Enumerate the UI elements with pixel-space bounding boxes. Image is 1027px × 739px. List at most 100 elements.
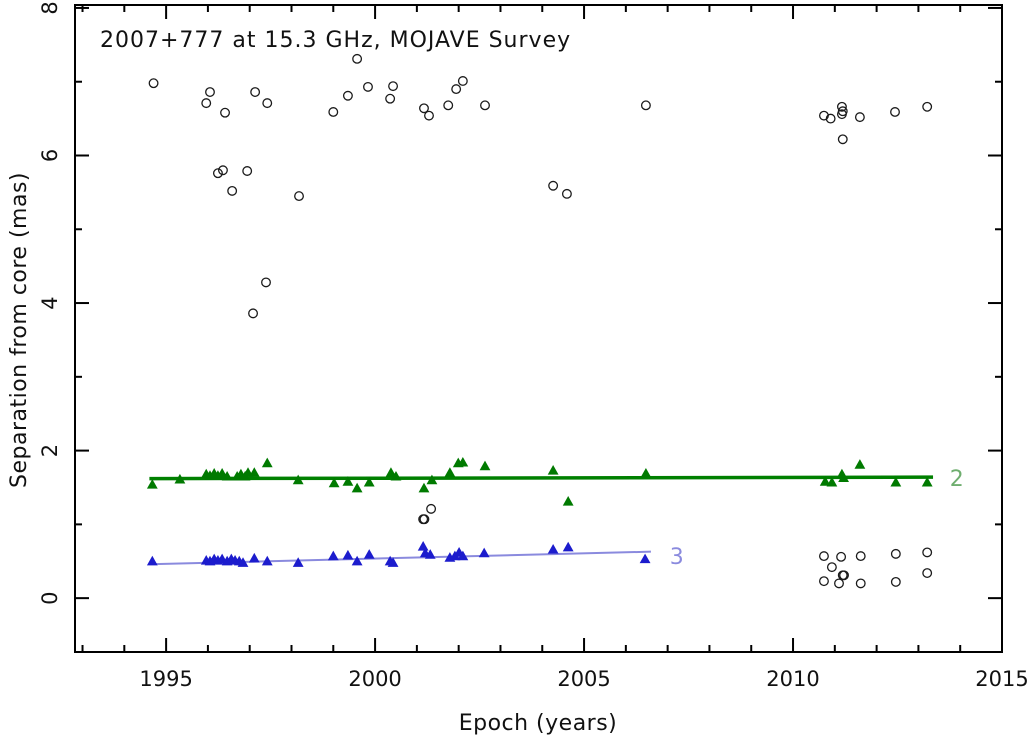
triangle-marker-component-2 xyxy=(838,472,849,483)
triangle-marker-component-2 xyxy=(292,474,304,485)
circle-marker xyxy=(248,308,258,319)
y-tick-label: 0 xyxy=(38,591,62,604)
circle-marker xyxy=(201,98,212,109)
series-label-component-2: 2 xyxy=(950,467,964,492)
circle-marker xyxy=(426,503,437,514)
circle-marker xyxy=(819,110,829,121)
y-axis-title: Separation from core (mas) xyxy=(7,172,32,488)
circle-marker xyxy=(834,578,844,589)
x-tick-label: 2005 xyxy=(557,667,610,691)
circle-marker xyxy=(457,76,468,86)
circle-marker xyxy=(261,277,271,288)
triangle-marker-component-2 xyxy=(562,496,574,506)
circle-marker xyxy=(385,93,396,104)
circle-marker xyxy=(890,548,901,559)
triangle-marker-component-3 xyxy=(387,557,399,567)
circle-marker xyxy=(855,578,866,589)
circle-marker xyxy=(826,562,837,573)
circle-marker xyxy=(548,180,559,191)
y-tick-label: 8 xyxy=(38,1,62,14)
triangle-marker-component-3 xyxy=(457,550,469,561)
triangle-marker-component-2 xyxy=(248,467,260,477)
circle-marker xyxy=(388,81,399,92)
triangle-marker-component-3 xyxy=(351,555,363,566)
triangle-marker-component-3 xyxy=(639,553,651,564)
x-tick-label: 2015 xyxy=(975,667,1027,691)
triangle-marker-component-3 xyxy=(547,543,559,554)
triangle-marker-component-3 xyxy=(363,549,375,559)
triangle-marker-component-2 xyxy=(351,482,363,493)
triangle-marker-component-3 xyxy=(237,557,249,567)
circle-marker xyxy=(212,168,223,179)
circle-marker xyxy=(227,185,238,196)
circle-marker xyxy=(294,191,304,202)
circle-marker xyxy=(855,551,866,562)
circle-marker xyxy=(890,576,901,587)
triangle-marker-component-3 xyxy=(417,541,429,551)
triangle-marker-component-2 xyxy=(146,479,158,489)
circle-marker xyxy=(205,87,215,98)
circle-marker xyxy=(424,110,434,121)
circle-marker xyxy=(825,113,836,124)
triangle-marker-component-2 xyxy=(819,476,831,486)
triangle-marker-component-2 xyxy=(457,456,469,467)
triangle-marker-component-2 xyxy=(221,470,233,481)
triangle-marker-component-3 xyxy=(261,555,273,566)
circle-marker xyxy=(837,134,848,145)
circle-marker xyxy=(836,551,847,562)
triangle-marker-component-2 xyxy=(390,470,402,481)
triangle-marker-component-2 xyxy=(385,467,397,477)
x-tick-label: 2000 xyxy=(348,667,401,691)
triangle-marker-component-3 xyxy=(424,549,436,559)
circle-marker xyxy=(922,547,933,558)
circle-marker xyxy=(640,100,651,111)
circle-marker xyxy=(419,514,430,525)
triangle-marker-component-3 xyxy=(562,541,574,552)
circle-marker xyxy=(922,101,933,112)
axis-ticks: 1995 2000 2005 2010 2015 0 2 4 6 8 xyxy=(38,1,1027,691)
circle-marker xyxy=(890,107,900,117)
triangle-marker-component-2 xyxy=(174,473,186,484)
triangle-marker-component-3 xyxy=(248,552,260,563)
plot-title: 2007+777 at 15.3 GHz, MOJAVE Survey xyxy=(100,28,571,53)
triangle-marker-component-3 xyxy=(478,547,490,558)
circle-marker xyxy=(220,107,230,118)
circle-marker xyxy=(451,84,462,95)
circle-marker xyxy=(836,101,847,112)
circle-marker xyxy=(342,90,353,101)
circle-marker xyxy=(922,568,933,579)
circle-marker xyxy=(250,87,261,98)
triangle-marker-component-2 xyxy=(547,465,559,475)
triangle-marker-component-2 xyxy=(921,476,933,487)
triangle-marker-component-2 xyxy=(854,459,866,469)
triangle-marker-component-2 xyxy=(426,474,438,485)
y-tick-label: 4 xyxy=(38,296,62,309)
triangle-marker-component-3 xyxy=(327,550,339,561)
data-points: 23 xyxy=(146,53,964,589)
circle-marker xyxy=(819,551,829,562)
triangle-marker-component-3 xyxy=(292,557,304,567)
circle-marker xyxy=(819,576,829,587)
triangle-marker-component-2 xyxy=(444,467,456,477)
triangle-marker-component-2 xyxy=(479,460,491,471)
circle-marker xyxy=(242,166,253,176)
triangle-marker-component-2 xyxy=(342,476,354,486)
triangle-marker-component-2 xyxy=(640,468,652,478)
y-tick-label: 6 xyxy=(38,149,62,162)
plot-frame xyxy=(74,4,1003,653)
circle-marker xyxy=(419,103,429,114)
triangle-marker-component-3 xyxy=(146,555,158,566)
triangle-marker-component-2 xyxy=(826,476,838,487)
circle-marker xyxy=(352,53,363,64)
circle-marker xyxy=(262,98,273,109)
circle-marker xyxy=(328,107,339,117)
circle-marker xyxy=(839,570,849,581)
series-label-component-3: 3 xyxy=(670,545,684,570)
circle-marker xyxy=(443,100,454,111)
circle-marker xyxy=(480,100,490,111)
triangle-marker-component-2 xyxy=(890,476,902,487)
x-tick-label: 1995 xyxy=(139,667,192,691)
y-tick-label: 2 xyxy=(38,444,62,457)
